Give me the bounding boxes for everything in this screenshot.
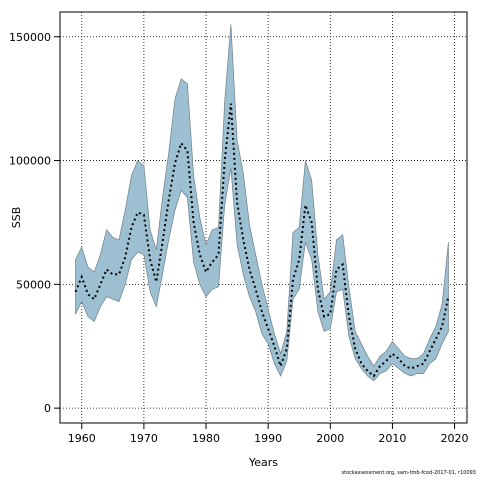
source-footnote: stockassessment.org, sam-tmb-fcod-2017-0…: [341, 470, 476, 476]
y-tick-label: 150000: [9, 31, 51, 44]
x-tick-label: 1980: [192, 432, 220, 445]
x-tick-label: 1970: [130, 432, 158, 445]
x-tick-label: 1990: [254, 432, 282, 445]
y-tick-label: 100000: [9, 155, 51, 168]
confidence-band: [75, 24, 449, 382]
y-axis-title: SSB: [10, 207, 23, 229]
ssb-estimate-line: [74, 103, 450, 378]
y-tick-label: 50000: [16, 278, 51, 291]
x-tick-label: 2010: [378, 432, 406, 445]
x-tick-label: 2000: [316, 432, 344, 445]
y-tick-label: 0: [44, 402, 51, 415]
y-axis: 0 50000 100000 150000: [9, 31, 60, 415]
x-tick-label: 1960: [68, 432, 96, 445]
plot-frame: [59, 11, 468, 424]
x-axis-title: Years: [248, 456, 278, 469]
x-tick-label: 2020: [441, 432, 469, 445]
x-axis: 1960 1970 1980 1990 2000 2010 2020: [68, 423, 469, 445]
